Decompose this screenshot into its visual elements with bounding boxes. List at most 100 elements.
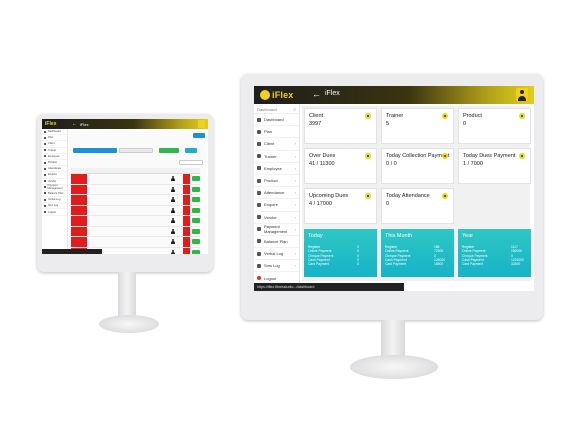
sidebar-item-verbal-log[interactable]: Verbal Log ›	[254, 248, 299, 261]
person-icon	[171, 218, 175, 224]
person-icon	[171, 239, 175, 245]
person-icon	[171, 176, 175, 182]
sidebar-item-trainer[interactable]: Trainer ›	[254, 151, 299, 163]
secondary-stand-base	[99, 315, 159, 333]
card-title: Today Dues Payment	[463, 153, 516, 159]
card-value: 5	[386, 121, 390, 127]
topbar: iFlex ← iFlex	[254, 86, 534, 104]
secondary-sidebar-item[interactable]: Dashboard	[42, 129, 67, 136]
table-row[interactable]	[71, 184, 200, 195]
secondary-sidebar-item[interactable]: Sms Log	[42, 203, 67, 210]
secondary-sidebar-item[interactable]: Vendor	[42, 179, 67, 185]
logo-mark-icon	[260, 90, 270, 100]
secondary-screen: iFlex ← iFlex Dashboard Plan Client Trai…	[42, 119, 208, 254]
card-title: Today Attendance	[386, 193, 430, 199]
card-upcoming-dues[interactable]: Upcoming Dues 4 / 17000	[304, 188, 377, 224]
person-icon	[171, 207, 175, 213]
sidebar-item-attendance[interactable]: Attendance ›	[254, 187, 299, 200]
secondary-filter-field[interactable]	[73, 148, 117, 153]
secondary-sidebar-item[interactable]: Enquire	[42, 172, 67, 179]
card-value: 0	[463, 121, 467, 127]
menu-collapse-icon[interactable]: ≡	[293, 107, 296, 112]
secondary-user-icon[interactable]	[198, 120, 205, 128]
card-value: 1 / 7000	[463, 161, 483, 167]
sidebar-item-balance-plan[interactable]: Balance Plan	[254, 236, 299, 249]
product-icon	[257, 178, 261, 183]
secondary-sidebar-item[interactable]: Trainer	[42, 148, 67, 154]
sidebar-header-label: Dashboard	[257, 107, 277, 112]
card-today-dues-payment[interactable]: Today Dues Payment 1 / 7000	[458, 148, 531, 184]
table-row[interactable]	[71, 205, 200, 216]
summary-title: This Month	[385, 233, 413, 239]
sidebar-item-enquire[interactable]: Enquire ›	[254, 199, 299, 212]
secondary-sidebar-item[interactable]: Logout	[42, 209, 67, 216]
chevron-right-icon: ›	[294, 165, 296, 171]
card-client[interactable]: Client 3997	[304, 108, 377, 144]
sidebar-item-plan[interactable]: Plan	[254, 126, 299, 139]
card-today-collection-payment[interactable]: Today Collection Payment 0 / 0	[381, 148, 454, 184]
client-icon	[257, 141, 261, 146]
back-arrow-icon[interactable]: ←	[312, 89, 321, 99]
chevron-right-icon: ›	[294, 141, 296, 147]
card-info-icon	[365, 153, 371, 159]
person-icon	[171, 186, 175, 192]
secondary-sidebar-item[interactable]: Client	[42, 141, 67, 148]
sms-icon	[257, 263, 261, 268]
secondary-app-title: iFlex	[80, 122, 89, 127]
sidebar-item-client[interactable]: Client ›	[254, 138, 299, 151]
sidebar-item-payment-management[interactable]: Payment Management ›	[254, 224, 299, 236]
secondary-sidebar-item[interactable]: Attendance	[42, 166, 67, 173]
secondary-sidebar-item[interactable]: Verbal Log	[42, 197, 67, 204]
card-trainer[interactable]: Trainer 5	[381, 108, 454, 144]
card-info-icon	[442, 113, 448, 119]
chevron-right-icon: ›	[294, 214, 296, 220]
card-title: Today Collection Payment	[386, 153, 450, 159]
secondary-search-button[interactable]	[159, 148, 179, 153]
card-over-dues[interactable]: Over Dues 41 / 11300	[304, 148, 377, 184]
secondary-sidebar-item[interactable]: Plan	[42, 135, 67, 142]
card-title: Upcoming Dues	[309, 193, 349, 199]
chevron-right-icon: ›	[294, 190, 296, 196]
log-icon	[257, 251, 261, 256]
card-value: 0 / 0	[386, 161, 397, 167]
person-icon	[171, 228, 175, 234]
logout-icon	[257, 276, 261, 281]
chevron-right-icon: ›	[294, 153, 296, 159]
table-row[interactable]	[71, 226, 200, 237]
table-row[interactable]	[71, 216, 200, 227]
brand-logo: iFlex	[260, 89, 294, 101]
primary-monitor-bezel: iFlex ← iFlex Dashboard ≡ Dashboard Plan…	[241, 74, 543, 320]
app-title: iFlex	[325, 90, 340, 97]
sidebar-item-employee[interactable]: Employee ›	[254, 163, 299, 175]
table-row[interactable]	[71, 195, 200, 206]
chevron-right-icon: ›	[294, 202, 296, 208]
secondary-add-button[interactable]	[193, 133, 205, 138]
secondary-sidebar-item[interactable]: Payment Management	[42, 184, 67, 191]
summary-year: Year Register 1117 Online Payment 162000 C…	[458, 229, 531, 277]
card-title: Trainer	[386, 113, 404, 119]
sidebar-item-dashboard[interactable]: Dashboard	[254, 114, 299, 127]
secondary-date-field[interactable]	[119, 148, 153, 153]
secondary-search-input[interactable]	[179, 160, 203, 165]
brand-name: iFlex	[272, 90, 294, 100]
employee-icon	[257, 166, 261, 171]
sidebar-item-sms-log[interactable]: Sms Log ›	[254, 260, 299, 273]
secondary-sidebar-item[interactable]: Balance Plan	[42, 191, 67, 198]
sidebar-item-product[interactable]: Product ›	[254, 175, 299, 188]
secondary-back-icon[interactable]: ←	[72, 121, 77, 127]
secondary-stand-neck	[118, 272, 136, 320]
secondary-sidebar-item[interactable]: Employee	[42, 154, 67, 160]
sidebar-item-vendor[interactable]: Vendor ›	[254, 212, 299, 224]
sidebar: Dashboard ≡ Dashboard Plan Client › Train…	[254, 104, 300, 285]
card-product[interactable]: Product 0	[458, 108, 531, 144]
table-row[interactable]	[71, 237, 200, 248]
secondary-reset-button[interactable]	[185, 148, 197, 153]
user-avatar-icon[interactable]	[516, 88, 528, 101]
card-today-attendance[interactable]: Today Attendance 0	[381, 188, 454, 224]
secondary-monitor-bezel: iFlex ← iFlex Dashboard Plan Client Trai…	[37, 114, 213, 272]
secondary-sidebar-item[interactable]: Product	[42, 160, 67, 167]
trainer-icon	[257, 154, 261, 159]
summary-title: Today	[308, 233, 323, 239]
browser-status-bar: https://iflex.fitnesstudio.../dashboard	[254, 283, 404, 291]
table-row[interactable]	[71, 174, 200, 185]
